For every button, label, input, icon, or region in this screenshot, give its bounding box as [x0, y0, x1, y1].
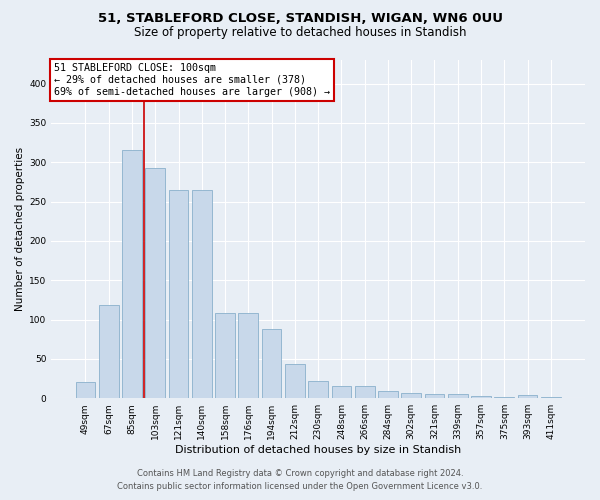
Bar [122, 150, 142, 398]
Text: Contains HM Land Registry data © Crown copyright and database right 2024.
Contai: Contains HM Land Registry data © Crown c… [118, 470, 482, 491]
Bar [471, 396, 491, 398]
Bar [238, 314, 258, 398]
Y-axis label: Number of detached properties: Number of detached properties [15, 147, 25, 311]
Bar [332, 386, 352, 398]
Bar [308, 381, 328, 398]
Bar [192, 190, 212, 398]
Bar [145, 168, 165, 398]
Bar [169, 190, 188, 398]
Bar [262, 329, 281, 398]
Bar [285, 364, 305, 398]
Bar [541, 396, 561, 398]
Bar [494, 396, 514, 398]
Text: Size of property relative to detached houses in Standish: Size of property relative to detached ho… [134, 26, 466, 39]
Bar [425, 394, 445, 398]
Bar [448, 394, 467, 398]
Bar [401, 394, 421, 398]
Bar [518, 395, 538, 398]
Text: 51 STABLEFORD CLOSE: 100sqm
← 29% of detached houses are smaller (378)
69% of se: 51 STABLEFORD CLOSE: 100sqm ← 29% of det… [54, 64, 330, 96]
Bar [99, 306, 119, 398]
Bar [355, 386, 374, 398]
Bar [76, 382, 95, 398]
Text: 51, STABLEFORD CLOSE, STANDISH, WIGAN, WN6 0UU: 51, STABLEFORD CLOSE, STANDISH, WIGAN, W… [97, 12, 503, 26]
Bar [215, 314, 235, 398]
X-axis label: Distribution of detached houses by size in Standish: Distribution of detached houses by size … [175, 445, 461, 455]
Bar [378, 391, 398, 398]
